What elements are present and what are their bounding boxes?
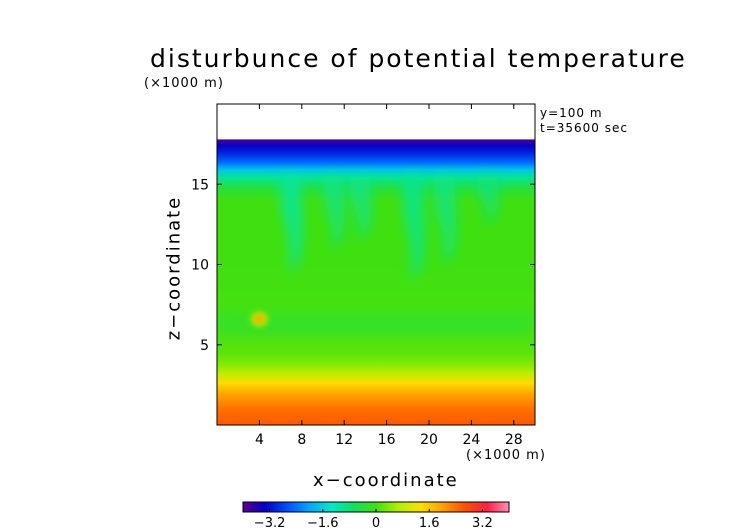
- plume-mark: [402, 176, 425, 281]
- y-axis-unit: (×1000 m): [144, 76, 224, 91]
- y-tick-label: 15: [191, 177, 209, 193]
- y-tick-label: 10: [191, 258, 209, 274]
- colorbar-tick-label: −3.2: [254, 516, 286, 531]
- plume-mark: [349, 176, 372, 241]
- x-tick-label: 12: [335, 432, 353, 448]
- plume-mark: [434, 176, 457, 265]
- plume-mark: [476, 176, 499, 225]
- x-tick-label: 16: [378, 432, 396, 448]
- annotation-y-position: y=100 m: [540, 106, 603, 120]
- x-tick-label: 4: [255, 432, 264, 448]
- plume-mark: [280, 176, 303, 273]
- warm-spot-mark: [254, 315, 265, 324]
- chart-title: disturbunce of potential temperature: [150, 44, 687, 73]
- layer-mark: [217, 314, 535, 334]
- x-tick-label: 8: [297, 432, 306, 448]
- plume-mark: [322, 176, 345, 249]
- annotation-time: t=35600 sec: [540, 121, 628, 135]
- colorbar-tick-label: 0: [372, 516, 380, 531]
- colorbar-tick-label: 3.2: [472, 516, 493, 531]
- x-tick-label: 28: [505, 432, 523, 448]
- colorbar-tick-label: −1.6: [307, 516, 339, 531]
- x-tick-label: 20: [420, 432, 438, 448]
- x-tick-label: 24: [462, 432, 480, 448]
- colorbar-tick-label: 1.6: [419, 516, 440, 531]
- x-axis-label: x−coordinate: [313, 470, 459, 491]
- y-tick-label: 5: [200, 338, 209, 354]
- x-axis-unit: (×1000 m): [466, 448, 546, 463]
